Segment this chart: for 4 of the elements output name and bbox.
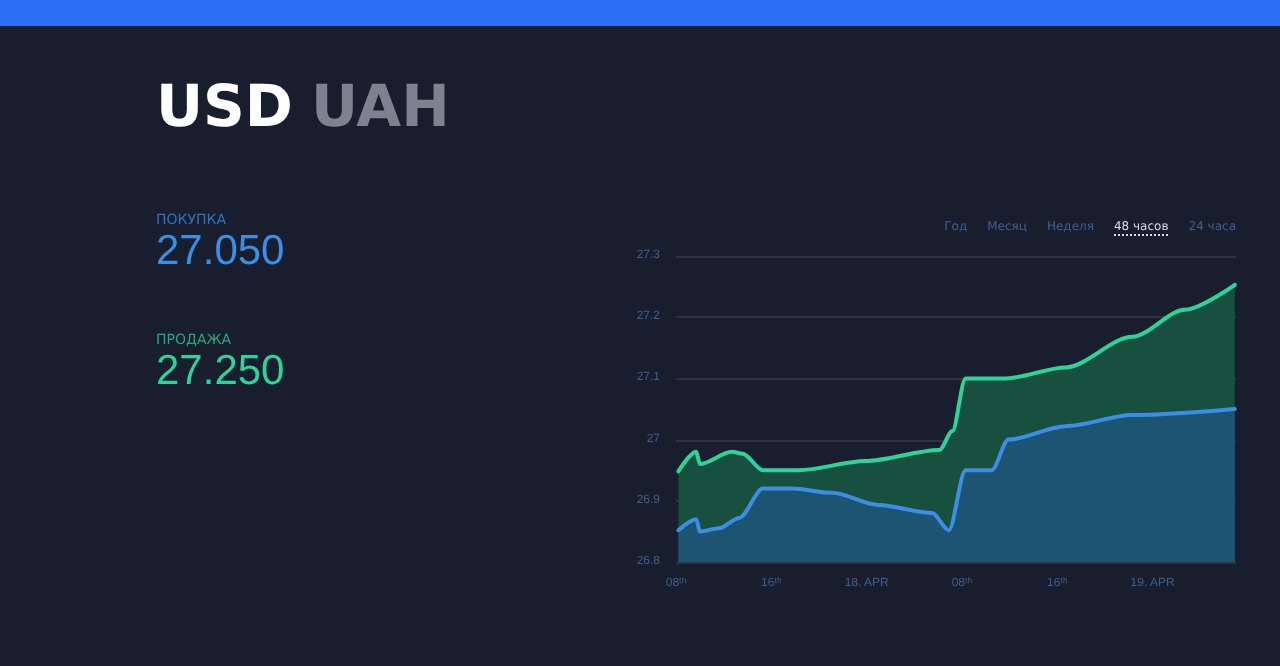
chart-title: USD bbox=[156, 72, 294, 140]
text: 27.050 bbox=[156, 228, 285, 276]
text: 27.250 bbox=[156, 348, 285, 396]
chart-subtitle: UAH bbox=[311, 72, 450, 140]
